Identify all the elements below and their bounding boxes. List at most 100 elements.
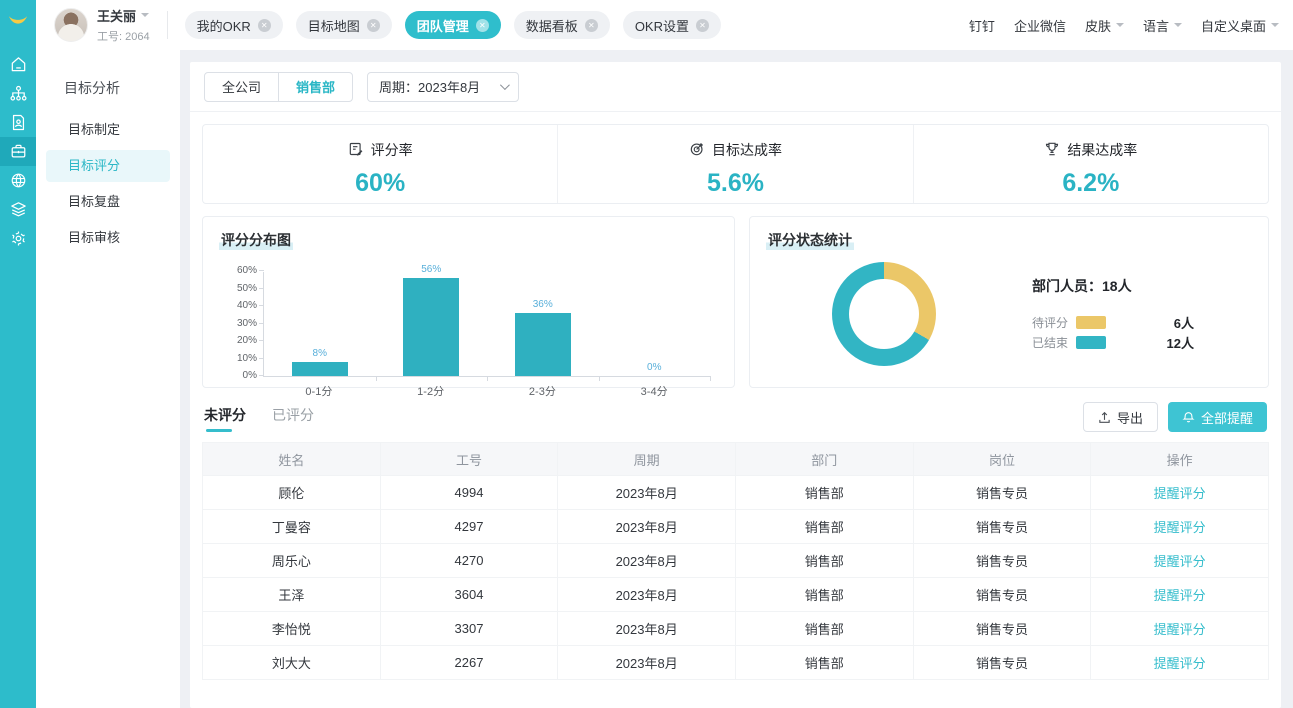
chevron-down-icon (1271, 22, 1279, 31)
sidebar-icon-nav (0, 50, 36, 253)
stat-card: 评分率 60% (203, 125, 557, 203)
bar[interactable] (403, 278, 460, 376)
x-axis-category-label: 3-4分 (640, 386, 668, 398)
user-info[interactable]: 王关丽 工号: 2064 (97, 6, 150, 44)
table-cell: 4297 (379, 509, 559, 544)
scope-button[interactable]: 全公司 (204, 71, 280, 102)
table-cell: 丁曼容 (202, 509, 381, 544)
bar-slot: 8% (264, 272, 376, 381)
table-tab[interactable]: 未评分 (204, 405, 246, 432)
donut-info: 部门人员：18人 待评分 6人 已结束 12人 (1032, 276, 1194, 353)
topbar-menu-item[interactable]: 钉钉 (969, 16, 995, 35)
table-cell: 王泽 (202, 577, 381, 612)
user-avatar[interactable] (54, 8, 88, 42)
chevron-down-icon (1115, 22, 1124, 31)
export-button[interactable]: 导出 (1082, 402, 1158, 432)
close-icon[interactable]: ✕ (257, 18, 271, 32)
x-axis-category-label: 1-2分 (417, 386, 445, 398)
remind-score-link[interactable]: 提醒评分 (1153, 486, 1206, 501)
bar-slot: 56% (376, 264, 488, 381)
score-table: 姓名 工号 周期 部门 岗位 操作 顾伦 4994 2023年8月 销售部 销售专员 提醒评分 丁曼容… (202, 442, 1269, 680)
close-icon[interactable]: ✕ (475, 18, 489, 32)
remind-score-link[interactable]: 提醒评分 (1153, 520, 1206, 535)
table-action-cell: 提醒评分 (1090, 577, 1269, 612)
bar-slot: 36% (487, 272, 599, 381)
table-header-cell: 姓名 (202, 442, 381, 476)
period-select[interactable]: 周期：2023年8月 (367, 71, 520, 102)
close-icon[interactable]: ✕ (695, 18, 709, 32)
subnav-title: 目标分析 (64, 80, 120, 96)
table-cell: 销售专员 (912, 509, 1092, 544)
table-row: 顾伦 4994 2023年8月 销售部 销售专员 提醒评分 (202, 475, 1269, 510)
table-header-cell: 操作 (1090, 442, 1269, 476)
donut-chart (832, 262, 936, 366)
filter-row: 全公司 销售部 周期：2023年8月 (190, 62, 1281, 112)
topbar-menu-item[interactable]: 皮肤 (1085, 16, 1124, 35)
table-cell: 2267 (379, 645, 559, 680)
remind-score-link[interactable]: 提醒评分 (1153, 554, 1206, 569)
bar[interactable] (514, 313, 571, 376)
topbar-menu-item[interactable]: 自定义桌面 (1201, 16, 1279, 35)
table-cell: 销售专员 (912, 475, 1092, 510)
workspace-tab[interactable]: 数据看板 ✕ (513, 11, 610, 39)
bar[interactable] (291, 362, 348, 376)
x-axis-category-label: 0-1分 (305, 386, 333, 398)
sidebar-briefcase-icon[interactable] (0, 137, 36, 166)
remind-score-link[interactable]: 提醒评分 (1153, 622, 1206, 637)
legend-label: 已结束 (1032, 336, 1069, 350)
remind-score-link[interactable]: 提醒评分 (1153, 656, 1206, 671)
table-cell: 2023年8月 (557, 577, 736, 612)
workspace-tab[interactable]: OKR设置 ✕ (622, 11, 721, 39)
close-icon[interactable]: ✕ (366, 18, 380, 32)
y-axis-tick (259, 357, 264, 359)
remind-all-button[interactable]: 全部提醒 (1167, 402, 1267, 432)
table-row: 刘大大 2267 2023年8月 销售部 销售专员 提醒评分 (202, 645, 1269, 680)
scope-button[interactable]: 销售部 (278, 71, 354, 102)
sidebar-document-user-icon[interactable] (0, 108, 36, 137)
workspace-tab[interactable]: 目标地图 ✕ (295, 11, 392, 39)
table-row: 周乐心 4270 2023年8月 销售部 销售专员 提醒评分 (202, 543, 1269, 578)
y-axis-tick-label: 50% (236, 282, 257, 294)
workspace-tab[interactable]: 团队管理 ✕ (404, 11, 501, 39)
topbar-menu-item[interactable]: 企业微信 (1014, 16, 1066, 35)
workspace-tab[interactable]: 我的OKR ✕ (184, 11, 283, 39)
sidebar-home-icon[interactable] (0, 50, 36, 79)
sidebar-layers-icon[interactable] (0, 195, 36, 224)
main-panel: 全公司 销售部 周期：2023年8月 评分率 60% 目标达成率 5.6% 结果达成率 6.… (190, 62, 1281, 708)
bar-chart-title: 评分分布图 (219, 230, 293, 250)
app-logo[interactable] (0, 0, 36, 44)
topbar-menu-item[interactable]: 语言 (1143, 16, 1182, 35)
topbar-menu-label: 自定义桌面 (1200, 18, 1266, 34)
subnav-item[interactable]: 目标制定 (68, 122, 121, 137)
charts-row: 评分分布图 0% 10% 20% 30% 40% 50% 60% 8% 56% 36% 0% 0-1… (202, 216, 1269, 398)
close-icon[interactable]: ✕ (584, 18, 598, 32)
table-cell: 销售专员 (912, 543, 1092, 578)
table-cell: 4994 (379, 475, 559, 510)
legend-value: 6人 (1173, 316, 1194, 331)
table-tab[interactable]: 已评分 (272, 407, 314, 423)
document-user-icon (12, 114, 24, 131)
chevron-down-icon (1173, 22, 1182, 31)
legend-swatch-icon (1076, 316, 1106, 329)
topbar-menu-label: 皮肤 (1084, 18, 1111, 34)
bar-chart-card: 评分分布图 0% 10% 20% 30% 40% 50% 60% 8% 56% 36% 0% 0-1… (202, 216, 735, 398)
subnav-list: 目标制定目标评分目标复盘目标审核 (36, 114, 180, 254)
table-cell: 3307 (379, 611, 559, 646)
table-cell: 销售部 (734, 611, 914, 646)
topbar-right-menu: 钉钉 企业微信 皮肤 语言 自定义桌面 (969, 16, 1279, 35)
workspace-tab-label: 团队管理 (416, 18, 469, 34)
table-cell: 销售部 (734, 577, 914, 612)
subnav-item[interactable]: 目标复盘 (68, 194, 121, 209)
remind-score-link[interactable]: 提醒评分 (1153, 588, 1206, 603)
sidebar-gear-icon[interactable] (0, 224, 36, 253)
sidebar-org-chart-icon[interactable] (0, 79, 36, 108)
sidebar-globe-icon[interactable] (0, 166, 36, 195)
legend-label: 待评分 (1032, 316, 1069, 330)
subnav-item[interactable]: 目标评分 (46, 150, 170, 182)
subnav-item[interactable]: 目标审核 (68, 230, 121, 245)
home-icon (11, 57, 25, 72)
table-row: 王泽 3604 2023年8月 销售部 销售专员 提醒评分 (202, 577, 1269, 612)
table-cell: 2023年8月 (557, 509, 736, 544)
table-header-cell: 部门 (734, 442, 914, 476)
table-cell: 4270 (379, 543, 559, 578)
